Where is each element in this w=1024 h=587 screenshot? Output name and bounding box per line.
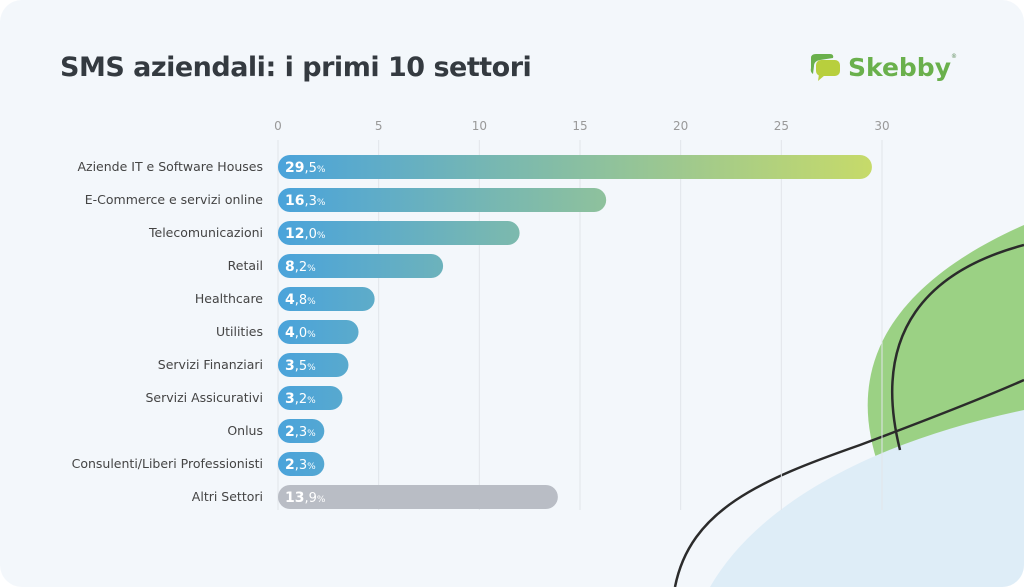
bar (278, 320, 359, 344)
bar (278, 386, 343, 410)
category-label: E-Commerce e servizi online (85, 192, 264, 207)
value-label: 12,0% (285, 226, 326, 242)
chart-title: SMS aziendali: i primi 10 settori (60, 52, 532, 83)
value-label: 3,2% (285, 391, 316, 407)
bar (278, 485, 558, 509)
x-tick-label: 0 (274, 119, 282, 133)
value-label: 2,3% (285, 457, 316, 473)
bar (278, 155, 872, 179)
x-tick-label: 25 (774, 119, 789, 133)
value-label: 16,3% (285, 193, 326, 209)
bar (278, 419, 325, 443)
category-label: Retail (228, 258, 263, 273)
x-tick-label: 30 (874, 119, 889, 133)
category-label: Consulenti/Liberi Professionisti (72, 456, 263, 471)
value-label: 4,8% (285, 292, 316, 308)
value-label: 8,2% (285, 259, 316, 275)
x-tick-label: 10 (472, 119, 487, 133)
bar (278, 353, 349, 377)
bar (278, 188, 607, 212)
value-label: 29,5% (285, 160, 326, 176)
value-label: 4,0% (285, 325, 316, 341)
category-label: Servizi Finanziari (158, 357, 263, 372)
category-label: Onlus (227, 423, 263, 438)
x-tick-label: 5 (375, 119, 383, 133)
value-label: 2,3% (285, 424, 316, 440)
bar (278, 452, 325, 476)
chat-bubble-icon (810, 54, 840, 81)
x-tick-label: 15 (572, 119, 587, 133)
skebby-logo: Skebby® (808, 52, 957, 82)
category-label: Servizi Assicurativi (145, 390, 263, 405)
category-label: Telecomunicazioni (148, 225, 263, 240)
category-label: Healthcare (195, 291, 263, 306)
category-label: Altri Settori (192, 489, 263, 504)
category-label: Aziende IT e Software Houses (77, 159, 263, 174)
category-label: Utilities (216, 324, 263, 339)
decoration (673, 225, 1024, 587)
value-label: 13,9% (285, 490, 326, 506)
bar (278, 254, 444, 278)
value-label: 3,5% (285, 358, 316, 374)
logo-text: Skebby® (848, 52, 958, 82)
bar (278, 221, 520, 245)
x-tick-label: 20 (673, 119, 688, 133)
bar (278, 287, 375, 311)
